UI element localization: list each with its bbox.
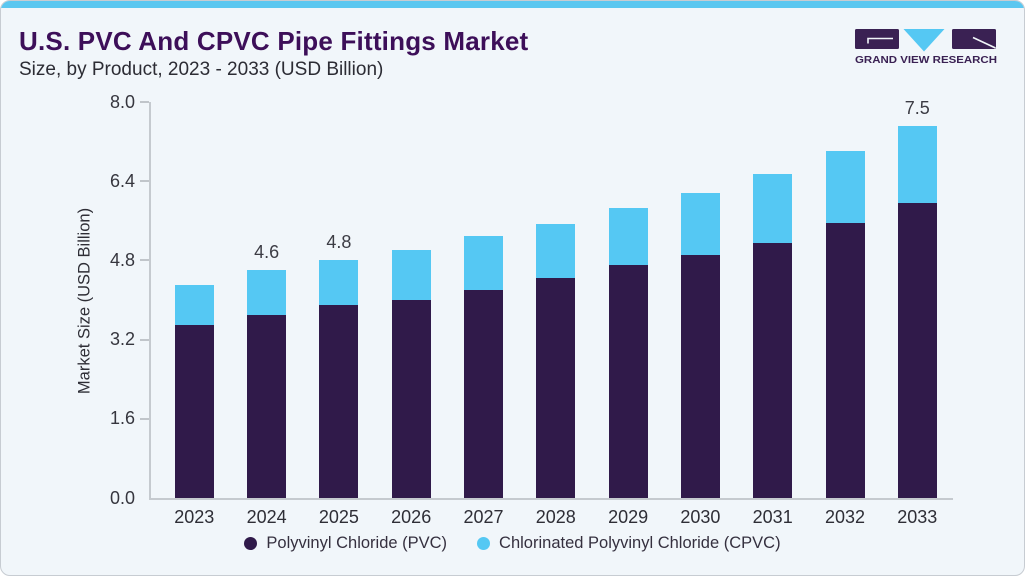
bar-2024 xyxy=(247,270,287,498)
pvc-segment xyxy=(897,203,937,498)
top-accent-strip xyxy=(1,1,1024,8)
y-axis-title: Market Size (USD Billion) xyxy=(75,207,94,395)
bar-2026 xyxy=(391,250,431,498)
chart-title: U.S. PVC And CPVC Pipe Fittings Market xyxy=(19,26,529,56)
bar-value-label: 7.5 xyxy=(904,98,930,118)
bar-2032 xyxy=(825,151,865,498)
pvc-segment xyxy=(536,278,576,498)
x-tick-label: 2033 xyxy=(897,507,938,527)
logo-text: GRAND VIEW RESEARCH xyxy=(855,55,997,66)
x-tick-label: 2031 xyxy=(752,507,793,527)
x-tick-label: 2027 xyxy=(463,507,504,527)
x-tick-label: 2025 xyxy=(318,507,359,527)
y-tick-mark xyxy=(140,101,149,103)
legend-item: Polyvinyl Chloride (PVC) xyxy=(244,534,447,553)
y-tick-mark xyxy=(140,180,149,183)
pvc-segment xyxy=(319,305,359,498)
legend-label: Chlorinated Polyvinyl Chloride (CPVC) xyxy=(499,534,781,552)
bar-2025 xyxy=(319,260,359,498)
logo-mark-right xyxy=(952,29,996,49)
logo-mark-triangle xyxy=(903,29,945,52)
legend-swatch xyxy=(477,537,491,550)
y-tick-label: 8.0 xyxy=(109,91,135,112)
y-tick-label: 6.4 xyxy=(109,170,135,191)
legend-label: Polyvinyl Chloride (PVC) xyxy=(266,534,448,552)
pvc-segment xyxy=(247,315,287,498)
x-tick-label: 2029 xyxy=(608,507,649,527)
chart-subtitle: Size, by Product, 2023 - 2033 (USD Billi… xyxy=(19,59,384,80)
cpvc-segment xyxy=(536,224,576,278)
x-tick-label: 2023 xyxy=(174,507,215,527)
bar-value-label: 4.8 xyxy=(326,232,352,252)
bar-2033 xyxy=(897,126,937,498)
pvc-segment xyxy=(464,290,503,498)
gvr-logo: GRAND VIEW RESEARCH xyxy=(855,29,997,69)
bar-2031 xyxy=(753,174,793,498)
cpvc-segment xyxy=(174,285,214,325)
cpvc-segment xyxy=(608,208,648,265)
y-tick-label: 4.8 xyxy=(109,249,135,270)
x-tick-label: 2028 xyxy=(535,507,576,527)
cpvc-segment xyxy=(391,250,431,300)
cpvc-segment xyxy=(897,126,937,203)
logo-mark-right-glyph xyxy=(972,36,996,49)
cpvc-segment xyxy=(825,151,865,223)
y-tick-mark xyxy=(140,259,149,262)
bar-2030 xyxy=(680,193,720,498)
pvc-segment xyxy=(174,325,214,498)
logo-mark-left-glyph xyxy=(867,37,893,44)
y-tick-label: 3.2 xyxy=(109,329,135,350)
legend: Polyvinyl Chloride (PVC) Chlorinated Poly… xyxy=(1,534,1024,553)
y-tick-mark xyxy=(140,417,149,420)
pvc-segment xyxy=(391,300,431,498)
pvc-segment xyxy=(753,243,793,498)
legend-item: Chlorinated Polyvinyl Chloride (CPVC) xyxy=(477,534,781,553)
x-tick-label: 2032 xyxy=(824,507,866,527)
bar-2027 xyxy=(464,236,503,498)
plot-area: 0.0 1.6 3.2 4.8 6.4 8.0 2023 4.6 2024 4.8 2025 2026… xyxy=(110,92,953,527)
bar-2023 xyxy=(174,285,214,498)
bar-2029 xyxy=(608,208,648,498)
cpvc-segment xyxy=(680,193,720,255)
cpvc-segment xyxy=(319,260,359,305)
x-tick-label: 2026 xyxy=(391,507,432,527)
pvc-segment xyxy=(608,265,648,498)
x-tick-label: 2030 xyxy=(680,507,721,527)
y-tick-mark xyxy=(140,338,149,341)
cpvc-segment xyxy=(247,270,287,315)
y-tick-label: 1.6 xyxy=(109,408,135,429)
x-tick-label: 2024 xyxy=(246,507,287,527)
pvc-segment xyxy=(680,255,720,498)
bar-value-label: 4.6 xyxy=(254,242,280,262)
cpvc-segment xyxy=(753,174,793,243)
cpvc-segment xyxy=(464,236,503,290)
y-tick-label: 0.0 xyxy=(109,487,135,508)
bar-2028 xyxy=(536,224,576,498)
pvc-segment xyxy=(825,223,865,498)
legend-swatch xyxy=(244,537,258,550)
